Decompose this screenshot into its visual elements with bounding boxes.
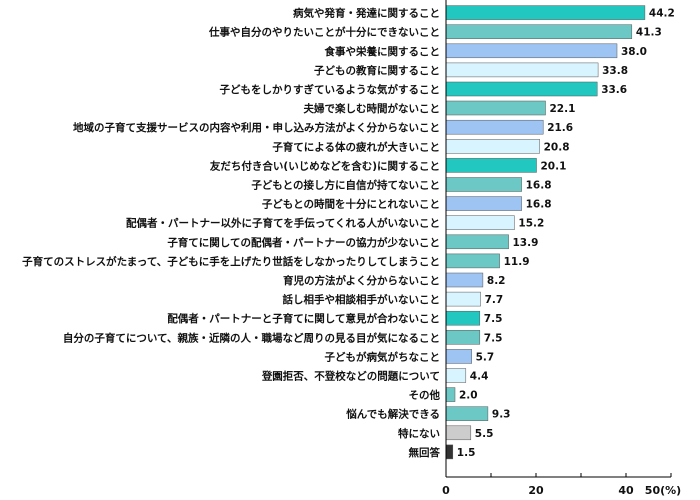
category-label: 子どもの教育に関すること xyxy=(314,64,440,77)
bar xyxy=(445,444,454,460)
bars-layer: 病気や発育・発達に関すること 44.2 仕事や自分のやりたいことが十分にできないこと… xyxy=(22,5,675,460)
bar xyxy=(445,425,472,441)
value-label: 13.9 xyxy=(513,237,539,249)
category-label: 仕事や自分のやりたいことが十分にできないこと xyxy=(208,26,440,39)
value-label: 33.8 xyxy=(602,65,628,77)
bar xyxy=(445,368,467,383)
category-label: その他 xyxy=(409,389,441,402)
value-label: 7.5 xyxy=(484,332,503,344)
bar xyxy=(445,5,646,20)
x-tick-label: 40 xyxy=(618,484,634,497)
value-label: 41.3 xyxy=(636,27,662,39)
value-label: 11.9 xyxy=(504,256,530,268)
value-label: 16.8 xyxy=(526,199,552,211)
category-label: 友だち付き合い(いじめなどを含む)に関すること xyxy=(209,159,440,172)
value-label: 4.4 xyxy=(470,371,489,383)
value-label: 20.1 xyxy=(541,160,567,172)
axis-layer: 0 20 40 50(%) xyxy=(442,0,681,497)
bar xyxy=(445,196,522,211)
category-label: 子どもとの時間を十分にとれないこと xyxy=(262,198,440,211)
category-label: 子育てのストレスがたまって、子どもに手を上げたり世話をしなかったりしてしまうこと xyxy=(22,255,440,268)
value-label: 44.2 xyxy=(649,8,675,20)
category-label: 登園拒否、不登校などの問題について xyxy=(261,370,440,383)
category-label: 食事や栄養に関すること xyxy=(324,45,441,58)
bar xyxy=(445,310,481,326)
category-label: 配偶者・パートナー以外に子育てを手伝ってくれる人がいないこと xyxy=(126,217,440,230)
x-tick-label: 20 xyxy=(528,484,544,497)
value-label: 8.2 xyxy=(487,275,506,287)
category-label: 子どもをしかりすぎているような気がすること xyxy=(220,83,441,96)
value-label: 38.0 xyxy=(621,46,647,58)
bar xyxy=(445,215,515,230)
category-label: 夫婦で楽しむ時間がないこと xyxy=(304,102,441,115)
x-tick-label: 0 xyxy=(442,484,450,497)
category-label: 子育てによる体の疲れが大きいこと xyxy=(272,140,440,153)
value-label: 5.7 xyxy=(476,351,495,363)
value-label: 22.1 xyxy=(550,103,576,115)
value-label: 1.5 xyxy=(457,447,476,459)
category-label: 配偶者・パートナーと子育てに関して意見が合わないこと xyxy=(167,312,440,325)
bar xyxy=(445,406,489,421)
bar xyxy=(445,253,500,269)
bar xyxy=(445,139,540,154)
bar xyxy=(445,234,509,250)
bar xyxy=(445,62,599,78)
category-label: 育児の方法がよく分からないこと xyxy=(283,274,440,287)
category-label: 病気や発育・発達に関すること xyxy=(293,7,440,20)
value-label: 5.5 xyxy=(475,428,494,440)
value-label: 16.8 xyxy=(526,180,552,192)
value-label: 2.0 xyxy=(459,390,478,402)
value-label: 15.2 xyxy=(518,218,544,230)
value-label: 9.3 xyxy=(492,409,511,421)
bar xyxy=(445,330,481,345)
value-label: 7.7 xyxy=(485,294,504,306)
bar xyxy=(445,177,522,192)
value-label: 20.8 xyxy=(544,141,570,153)
category-label: 特にない xyxy=(398,427,440,440)
category-label: 地域の子育て支援サービスの内容や利用・申し込み方法がよく分からないこと xyxy=(73,121,440,134)
bar xyxy=(445,291,481,307)
bar xyxy=(445,100,546,116)
bar xyxy=(445,272,484,288)
category-label: 子どもとの接し方に自信が持てないこと xyxy=(251,179,440,192)
x-tick-label: 50(%) xyxy=(645,484,681,497)
value-label: 7.5 xyxy=(484,313,503,325)
category-label: 無回答 xyxy=(409,446,441,459)
category-label: 子育てに関しての配偶者・パートナーの協力が少ないこと xyxy=(167,236,440,249)
category-label: 子どもが病気がちなこと xyxy=(325,350,441,363)
bar xyxy=(445,81,598,97)
category-label: 話し相手や相談相手がいないこと xyxy=(283,293,441,306)
bar xyxy=(445,43,618,59)
category-label: 自分の子育てについて、親族・近隣の人・職場など周りの見る目が気になること xyxy=(63,331,440,344)
bar xyxy=(445,387,456,402)
value-label: 21.6 xyxy=(547,122,573,134)
bar xyxy=(445,158,537,173)
bar xyxy=(445,119,544,135)
bar xyxy=(445,349,472,364)
category-label: 悩んでも解決できる xyxy=(345,408,440,421)
value-label: 33.6 xyxy=(601,84,627,96)
bar xyxy=(445,24,633,39)
